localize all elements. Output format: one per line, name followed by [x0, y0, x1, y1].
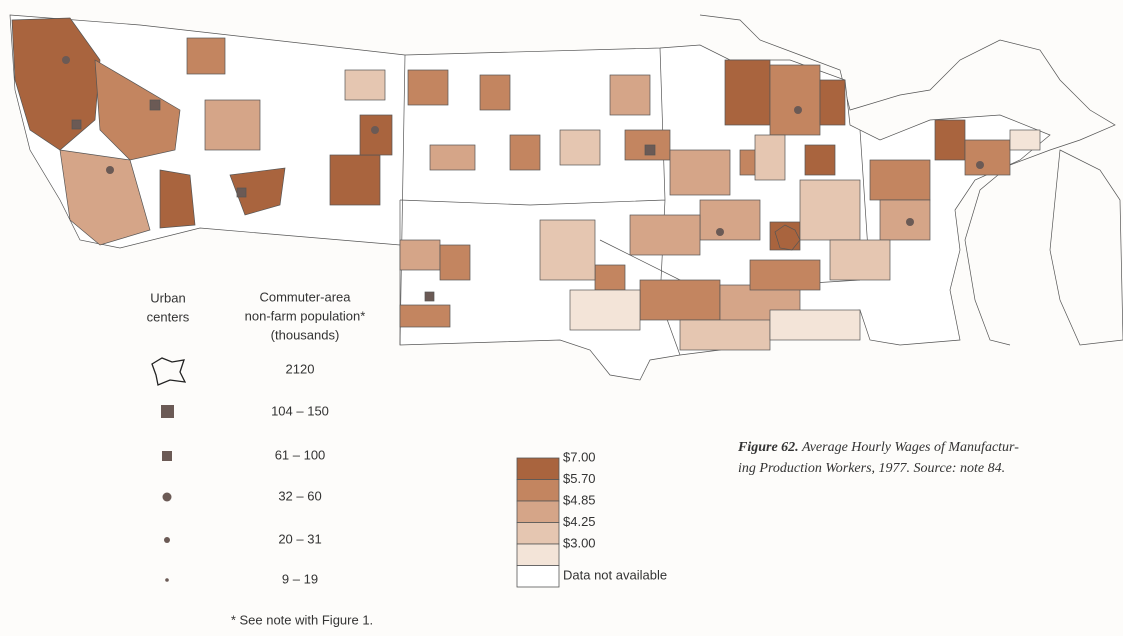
legend-label: 2120: [286, 361, 315, 376]
county: [399, 304, 451, 328]
urban-symbol: [149, 99, 161, 111]
urban-symbol: [644, 144, 656, 156]
urban-symbol: [106, 166, 114, 174]
symbol-legend: Urban centers Commuter-area non-farm pop…: [147, 289, 374, 627]
legend-symbol: [151, 357, 187, 386]
urban-center: [774, 224, 801, 251]
legend-label: 32 – 60: [278, 488, 321, 503]
legend-label: $7.00: [563, 449, 596, 464]
legend-heading: Commuter-area: [259, 289, 351, 304]
legend-label: Data not available: [563, 568, 667, 583]
county: [769, 309, 861, 341]
caption-figure: Figure 62.: [737, 440, 799, 455]
urban-symbol: [62, 56, 70, 64]
legend-label: 104 – 150: [271, 403, 329, 418]
county: [609, 74, 651, 116]
lake-outline: [699, 14, 1116, 346]
urban-symbol: [976, 161, 984, 169]
legend-label: $3.00: [563, 535, 596, 550]
legend-heading: non-farm population*: [245, 308, 366, 323]
county: [869, 159, 931, 201]
urban-symbol: [424, 291, 435, 302]
county: [59, 149, 151, 246]
legend-swatch: [516, 479, 560, 502]
legend-label: 9 – 19: [282, 571, 318, 586]
county: [204, 99, 261, 151]
county: [679, 319, 771, 351]
urban-symbol: [71, 119, 82, 130]
legend-swatch: [516, 543, 560, 566]
county: [509, 134, 541, 171]
urban-symbol: [794, 106, 802, 114]
county: [186, 37, 226, 75]
urban-symbol: [716, 228, 724, 236]
legend-label: $4.25: [563, 514, 596, 529]
county: [799, 179, 861, 241]
county: [559, 129, 601, 166]
county: [11, 17, 101, 151]
county: [539, 219, 596, 281]
color-legend: $7.00 $5.70 $4.85 $4.25 $3.00 Data not availa…: [516, 449, 667, 588]
county: [429, 144, 476, 171]
footnote: * See note with Figure 1.: [231, 612, 373, 627]
michigan-peninsula: [1049, 149, 1123, 346]
county: [439, 244, 471, 281]
county: [229, 167, 286, 216]
county: [964, 139, 1011, 176]
urban-symbol: [236, 187, 247, 198]
county: [407, 69, 449, 106]
county: [639, 279, 721, 321]
county: [344, 69, 386, 101]
county: [669, 149, 731, 196]
legend-symbol: [162, 451, 172, 461]
legend-symbol: [164, 537, 170, 543]
county: [769, 64, 821, 136]
caption: Figure 62. Average Hourly Wages of Manuf…: [737, 440, 1019, 455]
county: [934, 119, 966, 161]
legend-heading: centers: [147, 309, 190, 324]
legend-label: 61 – 100: [275, 447, 326, 462]
county: [479, 74, 511, 111]
county: [879, 199, 931, 241]
county: [829, 239, 891, 281]
legend-swatch: [516, 522, 560, 545]
county: [159, 169, 196, 229]
county: [819, 79, 846, 126]
county: [329, 154, 381, 206]
legend-heading: Urban: [150, 290, 185, 305]
map: [9, 14, 1123, 381]
legend-swatch: [516, 457, 560, 480]
legend-label: $4.85: [563, 492, 596, 507]
legend-symbol: [161, 405, 174, 418]
county: [629, 214, 701, 256]
county: [594, 264, 626, 291]
county: [359, 114, 393, 156]
county: [749, 259, 821, 291]
urban-symbol: [371, 126, 379, 134]
county: [754, 134, 786, 181]
caption-line: ing Production Workers, 1977. Source: no…: [738, 461, 1005, 476]
county: [1009, 129, 1041, 151]
legend-heading: (thousands): [271, 327, 340, 342]
county: [804, 144, 836, 176]
legend-symbol: [165, 578, 169, 582]
legend-swatch: [516, 500, 560, 523]
county: [94, 59, 181, 161]
legend-symbol: [162, 492, 172, 502]
county: [399, 239, 441, 271]
caption-line: Average Hourly Wages of Manufactur-: [801, 440, 1019, 455]
county: [724, 59, 771, 126]
legend-swatch: [516, 565, 560, 588]
county: [699, 199, 761, 241]
legend-label: $5.70: [563, 471, 596, 486]
county: [569, 289, 641, 331]
urban-symbol: [906, 218, 914, 226]
legend-label: 20 – 31: [278, 531, 321, 546]
